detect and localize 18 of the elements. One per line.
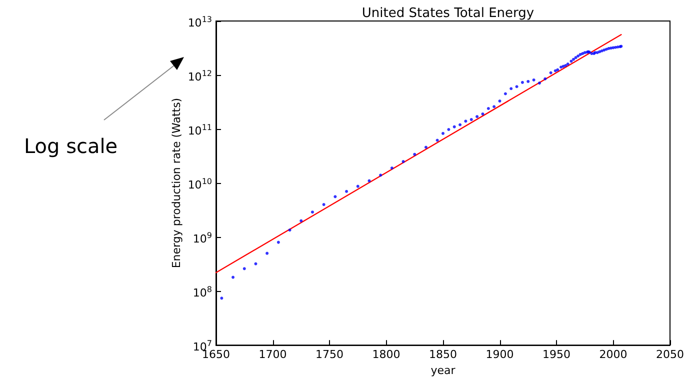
x-axis-title: year	[430, 364, 456, 377]
x-tick-label: 2000	[599, 348, 628, 362]
y-tick-label: 10$^{11}$	[188, 122, 212, 139]
x-tick-label: 1750	[316, 348, 344, 362]
y-tick-label: 10$^{13}$	[188, 14, 212, 31]
chart-title: United States Total Energy	[362, 6, 534, 21]
x-tick-label: 1900	[486, 348, 514, 362]
x-tick-label: 1950	[542, 348, 570, 362]
x-tick-label: 1800	[372, 348, 400, 362]
text: Log scale	[24, 134, 118, 158]
x-tick-label: 1700	[258, 348, 287, 362]
x-tick-label: 1850	[429, 348, 457, 362]
x-tick-label: 2050	[656, 348, 684, 362]
y-axis-title: Energy production rate (Watts)	[170, 98, 183, 268]
y-tick-label: 10$^{9}$	[192, 230, 212, 247]
y-tick-label: 10$^{8}$	[192, 284, 212, 301]
y-tick-label: 10$^{12}$	[188, 68, 212, 85]
y-tick-label: 10$^{10}$	[188, 176, 212, 193]
